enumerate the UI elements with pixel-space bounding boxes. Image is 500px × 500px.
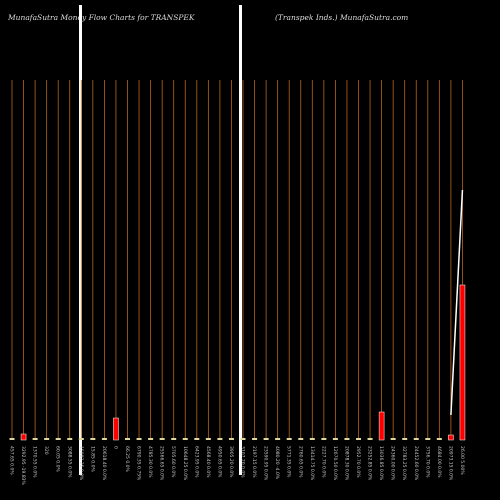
x-tick-label: 2227.70 0.0% (320, 446, 326, 478)
bar (101, 438, 107, 440)
x-tick-label: 2760.65 0.0% (297, 446, 303, 478)
bar (32, 438, 38, 440)
x-tick-label: 26.00 5.00% (459, 446, 465, 475)
x-tick-label: 24452.60 0.0% (413, 446, 419, 481)
bar (275, 438, 281, 440)
x-tick-label: 20973.15 0.0% (447, 446, 453, 481)
x-tick-label: 24360.00 0.0% (390, 446, 396, 481)
bar (171, 438, 177, 440)
x-tick-label: 3756.70 0.0% (424, 446, 430, 478)
bar (298, 438, 304, 440)
x-tick-label: 3107.20 0.0% (240, 446, 246, 478)
x-tick-label: 320 (43, 446, 49, 455)
bar (263, 438, 269, 440)
x-tick-label: 20878.30 0.0% (343, 446, 349, 481)
bar (90, 438, 96, 440)
bar (332, 438, 338, 440)
bar (459, 284, 466, 441)
x-tick-label: 4568.40 0.0% (205, 446, 211, 478)
x-tick-label: 3292.95 -19.83% (20, 446, 26, 486)
bar (413, 438, 419, 440)
x-tick-label: 2952.70 0.0% (355, 446, 361, 478)
bar (194, 438, 200, 440)
bar (159, 438, 165, 440)
divider (239, 5, 242, 475)
x-tick-label: 23590.95 0.0% (263, 446, 269, 481)
x-tick-label: 66.25 0.0% (124, 446, 130, 472)
bar (44, 438, 50, 440)
bar (78, 438, 84, 440)
chart-subtitle: (Transpek Inds.) MunafaSutra.com (275, 13, 408, 22)
bar (148, 438, 154, 440)
bar (436, 438, 442, 440)
x-tick-label: 4080.20 -4.0% (274, 446, 280, 480)
x-tick-label: 4684.00 0.0% (436, 446, 442, 478)
bar (344, 438, 350, 440)
bar (286, 438, 292, 440)
bar (136, 438, 142, 440)
bar (252, 438, 258, 440)
price-line (450, 189, 464, 416)
bar (378, 411, 385, 441)
bar (67, 438, 73, 440)
bar (390, 438, 396, 440)
bar (448, 434, 454, 441)
bar (240, 438, 246, 440)
x-tick-label: 3088.55 0.0% (66, 446, 72, 478)
bar (321, 438, 327, 440)
x-tick-label: 6423.95 0.0% (193, 446, 199, 478)
x-tick-label: 0 (112, 446, 118, 449)
x-tick-label: 13414.75 0.0% (309, 446, 315, 481)
x-tick-label: 1370.55 0.0% (32, 446, 38, 478)
x-tick-label: 4785.30 0.0% (147, 446, 153, 478)
bar (125, 438, 130, 440)
x-tick-label: 457.65 0.0% (9, 446, 15, 475)
bar (367, 438, 373, 440)
x-tick-label: 12670.50 0.0% (332, 446, 338, 481)
x-tick-label: 25566.65 0.0% (159, 446, 165, 481)
x-tick-label: 32783.25 0.0% (401, 446, 407, 481)
bar (55, 438, 61, 440)
bar (309, 438, 315, 440)
x-tick-label: 20618.40 0.0% (101, 446, 107, 481)
x-tick-label: 15.85 0.0% (89, 446, 95, 472)
x-tick-label: 5705.60 0.0% (170, 446, 176, 478)
x-tick-label: 2197.15 0.0% (251, 446, 257, 478)
bar (356, 438, 361, 440)
x-tick-label: 6790.35 0.75% (136, 446, 142, 481)
x-tick-label: 60.05 0.0% (55, 446, 61, 472)
chart-title: MunafaSutra Money Flow Charts for TRANSP… (7, 13, 195, 22)
x-tick-label: 5771.35 0.0% (286, 446, 292, 478)
bar (228, 438, 234, 440)
bar (182, 438, 188, 440)
bar (9, 438, 15, 440)
bar (217, 438, 223, 440)
bar (113, 417, 119, 441)
bar (425, 438, 431, 440)
x-tick-label: 15982.25 0.0% (78, 446, 84, 481)
bar (205, 438, 211, 440)
bar (402, 438, 408, 440)
x-tick-label: 10648.25 0.0% (182, 446, 188, 481)
x-tick-label: 13036.85 0.0% (378, 446, 384, 481)
x-tick-label: 4950.65 0.0% (216, 446, 222, 478)
x-tick-label: 3905.20 0.0% (228, 446, 234, 478)
divider (79, 5, 82, 475)
x-tick-label: 23252.85 0.0% (367, 446, 373, 481)
bar (20, 433, 27, 441)
